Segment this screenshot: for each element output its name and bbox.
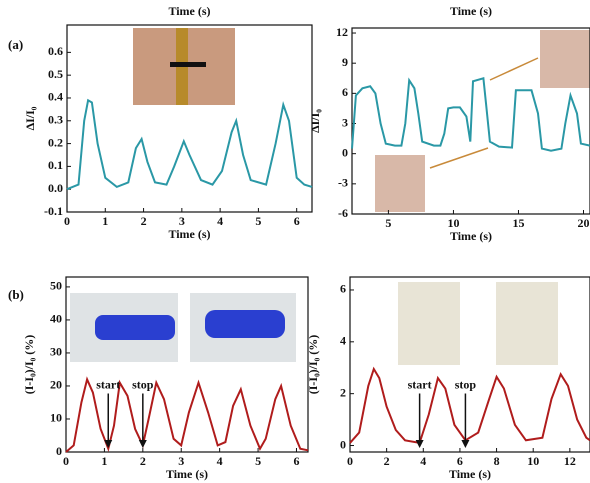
x-tick-label: 6 <box>457 454 463 468</box>
x-tick-label: 5 <box>255 454 261 468</box>
x-axis-label: Time (s) <box>450 229 492 243</box>
y-tick-label: 0.4 <box>48 90 63 104</box>
photo-face <box>540 30 590 88</box>
annotation-arrowhead <box>104 440 113 448</box>
y-tick-label: 0.6 <box>48 44 63 58</box>
photo-glove-hand <box>205 310 285 338</box>
photo-face <box>375 155 425 212</box>
x-tick-label: 4 <box>217 214 223 228</box>
annotation-arrowhead <box>138 440 147 448</box>
annotation: stop <box>455 377 477 391</box>
y-tick-label: 0 <box>56 444 62 458</box>
annotation-arrowhead <box>415 440 424 448</box>
data-line <box>351 77 590 152</box>
x-tick-label: 8 <box>494 454 500 468</box>
y-tick-label: -0.1 <box>44 204 63 218</box>
plot-frame <box>351 27 590 215</box>
panel-label: (a) <box>8 37 23 52</box>
photo-chest <box>398 282 460 365</box>
panel-label: (b) <box>8 287 24 302</box>
data-line <box>66 98 313 191</box>
x-tick-label: 6 <box>293 454 299 468</box>
y-tick-label: 0.5 <box>48 67 63 81</box>
photo-glove-hand <box>95 315 175 340</box>
y-axis-label: ΔI/I₀ <box>23 106 37 130</box>
y-tick-label: 50 <box>50 279 62 293</box>
annotation: stop <box>132 377 154 391</box>
x-tick-label: 0 <box>64 214 70 228</box>
pointer-arrow <box>489 57 539 81</box>
y-tick-label: 3 <box>342 115 348 129</box>
x-tick-label: 10 <box>527 454 539 468</box>
y-tick-label: 0.1 <box>48 158 63 172</box>
y-tick-label: 2 <box>340 385 346 399</box>
y-axis-label: (I-I₀)/I₀ (%) <box>306 335 320 395</box>
y-tick-label: 30 <box>50 345 62 359</box>
y-tick-label: -6 <box>338 206 348 220</box>
y-axis-label: ΔI/I₀ <box>308 109 322 133</box>
y-tick-label: 9 <box>342 55 348 69</box>
x-tick-label: 4 <box>217 454 223 468</box>
y-tick-label: 0.2 <box>48 135 63 149</box>
x-tick-label: 3 <box>178 454 184 468</box>
photo-strip <box>170 62 206 67</box>
y-tick-label: 4 <box>340 334 346 348</box>
annotation-arrowhead <box>461 440 470 448</box>
plot-frame <box>65 276 309 453</box>
y-tick-label: 40 <box>50 312 62 326</box>
x-tick-label: 1 <box>102 214 108 228</box>
y-tick-label: 6 <box>340 282 346 296</box>
y-tick-label: 20 <box>50 378 62 392</box>
x-tick-label: 1 <box>101 454 107 468</box>
x-axis-label: Time (s) <box>166 467 208 481</box>
plot-frame <box>66 24 313 213</box>
x-tick-label: 2 <box>141 214 147 228</box>
x-tick-label: 20 <box>577 216 589 230</box>
y-tick-label: 0 <box>340 437 346 451</box>
y-tick-label: 6 <box>342 85 348 99</box>
x-tick-label: 4 <box>420 454 426 468</box>
y-axis-label: (I-I₀)/I₀ (%) <box>22 335 36 395</box>
y-tick-label: 10 <box>50 411 62 425</box>
x-tick-label: 5 <box>255 214 261 228</box>
x-tick-label: 0 <box>347 454 353 468</box>
x-tick-label: 6 <box>294 214 300 228</box>
y-tick-label: 0.0 <box>48 181 63 195</box>
x-tick-label: 15 <box>512 216 524 230</box>
annotation: start <box>408 377 432 391</box>
x-axis-label: Time (s) <box>168 227 210 241</box>
y-tick-label: 0 <box>342 145 348 159</box>
x-tick-label: 0 <box>63 454 69 468</box>
x-tick-label: 12 <box>564 454 576 468</box>
x-tick-label: 3 <box>179 214 185 228</box>
annotation: start <box>96 377 120 391</box>
x-tick-label: 10 <box>447 216 459 230</box>
x-tick-label: 2 <box>384 454 390 468</box>
y-tick-label: -3 <box>338 176 348 190</box>
axis-title: Time (s) <box>168 4 210 18</box>
x-axis-label: Time (s) <box>449 467 491 481</box>
photo-chest <box>496 282 558 365</box>
x-tick-label: 5 <box>385 216 391 230</box>
pointer-arrow <box>429 147 489 169</box>
axis-title: Time (s) <box>450 4 492 18</box>
x-tick-label: 2 <box>140 454 146 468</box>
plot-frame <box>349 276 590 453</box>
data-line <box>65 376 309 453</box>
y-tick-label: 0.3 <box>48 113 63 127</box>
y-tick-label: 12 <box>336 25 348 39</box>
